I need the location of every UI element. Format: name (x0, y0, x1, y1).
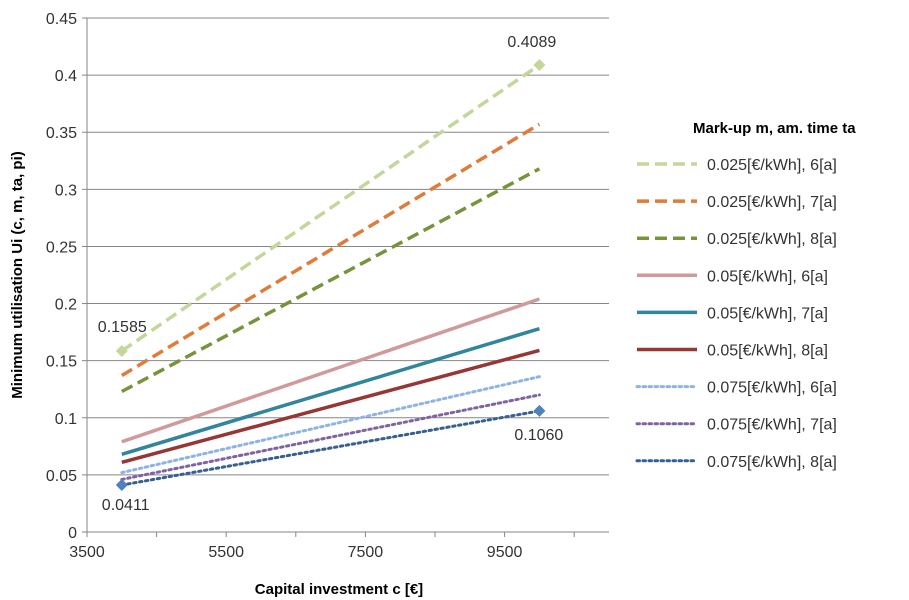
legend-entry-4: 0.05[€/kWh], 6[a] (707, 268, 828, 285)
series-lines (120, 63, 541, 487)
axes: 0 0.05 0.1 0.15 0.2 0.25 0.3 0.35 0.4 0.45 3500 550… (46, 11, 609, 561)
data-point-marker (533, 58, 546, 71)
y-tick-label: 0.3 (55, 182, 77, 199)
legend-entry-9: 0.075[€/kWh], 8[a] (707, 454, 837, 471)
x-tick-label: 9500 (487, 544, 523, 561)
data-labels: 0.4089 0.1585 0.1060 0.0411 (98, 34, 564, 514)
legend-entry-1: 0.025[€/kWh], 6[a] (707, 157, 837, 174)
y-tick-label: 0.1 (55, 411, 77, 428)
grid-lines (87, 17, 609, 476)
data-label: 0.4089 (507, 34, 556, 51)
legend-entry-5: 0.05[€/kWh], 7[a] (707, 305, 828, 322)
data-label: 0.1060 (514, 427, 563, 444)
y-tick-label: 0.2 (55, 297, 77, 314)
legend-entry-3: 0.025[€/kWh], 8[a] (707, 231, 837, 248)
series-line-3 (120, 167, 541, 394)
y-tick-label: 0.25 (46, 239, 77, 256)
series-line-5 (121, 327, 540, 457)
x-tick-label: 7500 (348, 544, 384, 561)
y-tick-label: 0.15 (46, 354, 77, 371)
series-line-1 (120, 63, 541, 353)
series-line-2 (120, 122, 541, 378)
y-tick-label: 0.45 (46, 11, 77, 28)
y-tick-label: 0 (68, 525, 77, 542)
series-line-4 (121, 297, 540, 444)
y-axis-title: Minimum utilisation Ui (c, m, ta, pi) (9, 151, 26, 399)
data-label: 0.0411 (102, 497, 150, 514)
y-tick-label: 0.05 (46, 468, 77, 485)
legend: Mark-up m, am. time ta 0.025[€/kWh], 6[a… (635, 120, 856, 471)
data-point-marker (115, 344, 128, 357)
legend-entry-8: 0.075[€/kWh], 7[a] (707, 417, 837, 434)
legend-entry-2: 0.025[€/kWh], 7[a] (707, 194, 837, 211)
data-point-marker (115, 479, 128, 492)
series-line-8 (120, 393, 541, 481)
legend-title: Mark-up m, am. time ta (693, 120, 856, 137)
series-line-6 (121, 348, 540, 465)
series-line-7 (120, 375, 541, 475)
data-label: 0.1585 (98, 319, 147, 336)
x-tick-label: 3500 (69, 544, 105, 561)
y-tick-label: 0.4 (55, 68, 77, 85)
series-line-9 (120, 409, 541, 487)
legend-entry-7: 0.075[€/kWh], 6[a] (707, 380, 837, 397)
x-axis-title: Capital investment c [€] (255, 581, 423, 598)
legend-entry-6: 0.05[€/kWh], 8[a] (707, 343, 828, 360)
data-point-marker (533, 404, 546, 417)
y-tick-label: 0.35 (46, 125, 77, 142)
x-tick-label: 5500 (208, 544, 244, 561)
